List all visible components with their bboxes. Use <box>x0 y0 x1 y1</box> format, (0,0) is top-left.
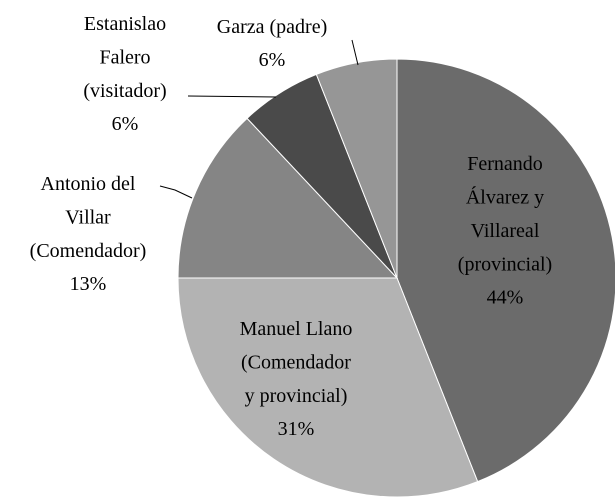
value-label: 31% <box>278 418 315 440</box>
slice-label: Antonio del Villar (Comendador) <box>30 173 147 262</box>
pie-slice <box>396 58 615 483</box>
value-label: 13% <box>70 273 107 295</box>
leader-line <box>187 95 277 98</box>
leader-line <box>159 185 193 199</box>
value-label: 6% <box>259 49 286 71</box>
leader-line <box>351 39 359 66</box>
labels: Fernando Álvarez y Villareal (provincial) 44… <box>30 13 553 441</box>
slice-label: Estanislao Falero (visitador) <box>83 13 166 102</box>
slice-label: Garza (padre) <box>217 16 327 38</box>
slices <box>177 58 615 498</box>
value-label: 44% <box>487 287 524 309</box>
pie-slice <box>177 277 479 498</box>
value-label: 6% <box>112 113 139 135</box>
pie-slice <box>315 58 398 279</box>
slice-label: Manuel Llano (Comendador y provincial) <box>240 318 353 407</box>
pie-slice <box>177 117 399 279</box>
slice-label: Fernando Álvarez y Villareal (provincial) <box>458 153 552 276</box>
